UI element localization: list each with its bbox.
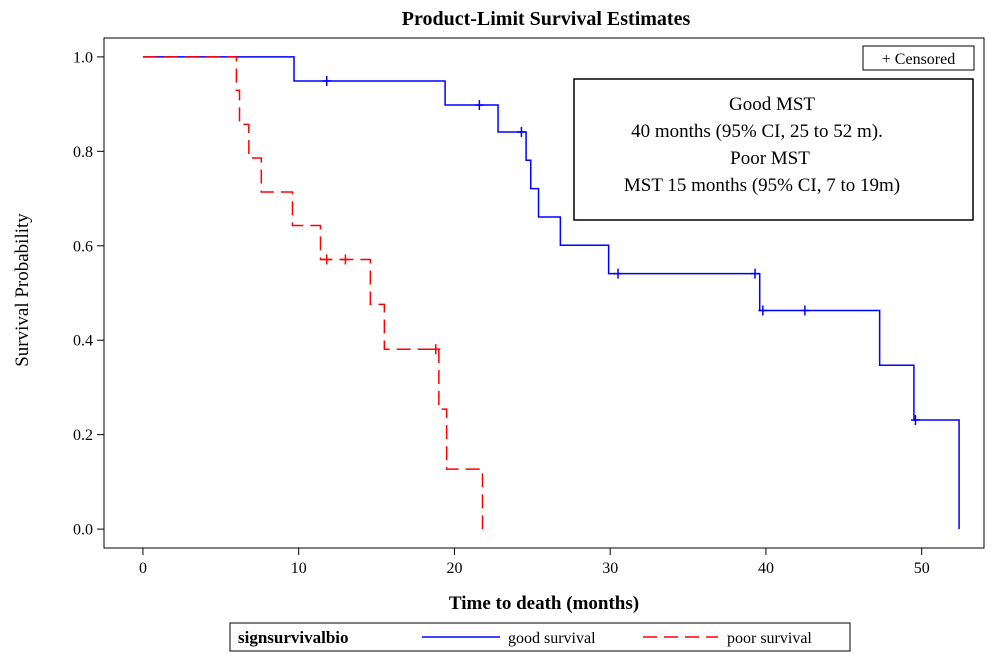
legend-title: signsurvivalbio bbox=[238, 628, 349, 647]
annotation-line-2: 40 months (95% CI, 25 to 52 m). bbox=[631, 121, 883, 142]
x-tick-label: 0 bbox=[139, 560, 147, 577]
legend-frame bbox=[229, 622, 851, 652]
x-tick-label: 50 bbox=[914, 560, 930, 577]
censored-legend-frame bbox=[862, 45, 975, 71]
censored-mark-good-survival bbox=[474, 100, 484, 111]
x-tick-label: 20 bbox=[446, 560, 462, 577]
y-tick-label: 0.2 bbox=[73, 427, 93, 444]
censored-legend-box: + Censored bbox=[862, 45, 975, 71]
series-layer bbox=[142, 56, 960, 530]
y-tick-label: 0.4 bbox=[73, 333, 93, 350]
legend: signsurvivalbio good survival poor survi… bbox=[229, 622, 851, 652]
censored-mark-poor-survival bbox=[431, 344, 441, 355]
y-tick-label: 0.0 bbox=[73, 522, 93, 539]
annotation-line-1: Good MST bbox=[729, 94, 815, 115]
annotation-box: Good MST 40 months (95% CI, 25 to 52 m).… bbox=[573, 78, 974, 221]
censored-mark-good-survival bbox=[613, 268, 623, 279]
plot-frame bbox=[103, 37, 985, 549]
censored-mark-good-survival bbox=[322, 75, 332, 86]
legend-label-good-survival: good survival bbox=[508, 630, 596, 647]
censored-legend-text: + Censored bbox=[882, 51, 955, 68]
censored-mark-good-survival bbox=[800, 305, 810, 316]
censored-mark-good-survival bbox=[910, 415, 920, 426]
censored-mark-good-survival bbox=[750, 268, 760, 279]
chart-title: Product-Limit Survival Estimates bbox=[402, 8, 691, 30]
censored-mark-good-survival bbox=[758, 305, 768, 316]
x-tick-label: 40 bbox=[758, 560, 774, 577]
y-axis-label: Survival Probability bbox=[12, 213, 33, 367]
annotation-frame bbox=[573, 78, 974, 221]
censored-mark-good-survival bbox=[516, 126, 526, 137]
x-axis-label: Time to death (months) bbox=[449, 593, 639, 614]
x-axis: 0 10 20 30 40 50 bbox=[139, 548, 930, 577]
y-tick-label: 1.0 bbox=[73, 49, 93, 66]
y-tick-label: 0.8 bbox=[73, 144, 93, 161]
annotation-line-4: MST 15 months (95% CI, 7 to 19m) bbox=[624, 175, 900, 196]
x-tick-label: 10 bbox=[291, 560, 307, 577]
legend-label-poor-survival: poor survival bbox=[727, 630, 812, 647]
x-tick-label: 30 bbox=[602, 560, 618, 577]
y-axis: 0.0 0.2 0.4 0.6 0.8 1.0 bbox=[73, 49, 104, 539]
series-line-poor-survival bbox=[142, 56, 484, 530]
censored-mark-poor-survival bbox=[340, 254, 350, 265]
series-line-good-survival bbox=[142, 56, 960, 530]
censored-mark-poor-survival bbox=[322, 254, 332, 265]
annotation-line-3: Poor MST bbox=[730, 148, 810, 169]
y-tick-label: 0.6 bbox=[73, 238, 93, 255]
